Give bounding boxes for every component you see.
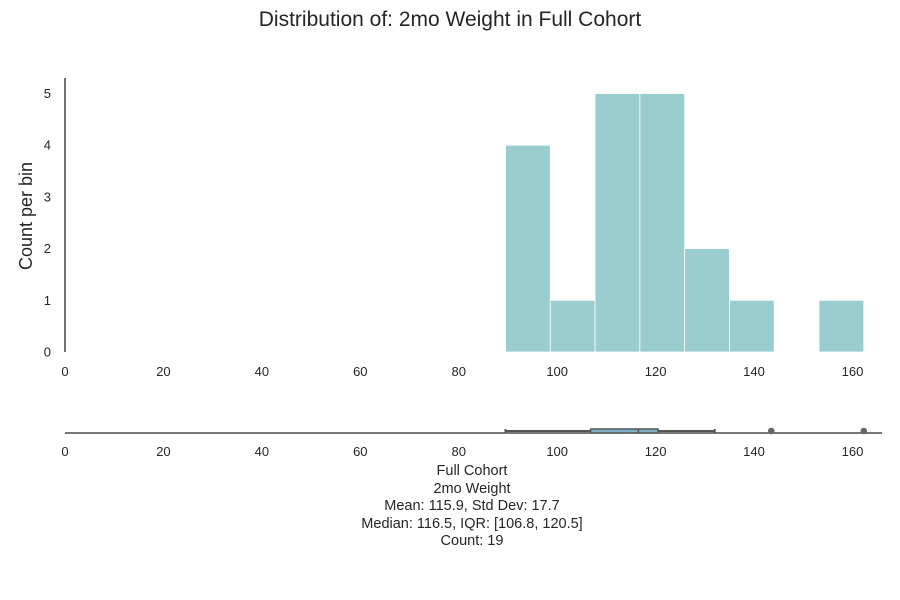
x-tick-label: 160 <box>842 364 864 379</box>
y-tick-label: 1 <box>44 293 51 308</box>
summary-group: Full Cohort <box>436 463 508 479</box>
histogram-bar <box>594 93 641 353</box>
y-tick-label: 4 <box>44 138 51 153</box>
summary-median-iqr: Median: 116.5, IQR: [106.8, 120.5] <box>361 515 583 532</box>
y-tick-label: 3 <box>44 189 51 204</box>
summary-stats: Full Cohort 2mo Weight Mean: 115.9, Std … <box>272 463 672 551</box>
chart-title: Distribution of: 2mo Weight in Full Coho… <box>258 8 642 31</box>
x-tick-label: 20 <box>156 364 170 379</box>
x-tick-label: 60 <box>353 364 367 379</box>
x-tick-label: 0 <box>61 364 68 379</box>
histogram-bar <box>505 144 551 353</box>
boxplot-x-tick-label: 60 <box>353 444 367 459</box>
y-tick-label: 0 <box>44 345 51 360</box>
boxplot-outlier <box>767 427 775 435</box>
boxplot-x-tick-label: 80 <box>452 444 466 459</box>
boxplot-x-tick-label: 160 <box>842 444 864 459</box>
boxplot-x-tick-label: 20 <box>156 444 170 459</box>
histogram-bar <box>818 299 865 353</box>
boxplot-x-tick-label: 0 <box>61 444 68 459</box>
boxplot-x-tick-label: 40 <box>255 444 269 459</box>
summary-variable: 2mo Weight <box>433 480 511 497</box>
y-tick-label: 2 <box>44 241 51 256</box>
histogram-bar <box>639 93 686 353</box>
x-tick-label: 140 <box>743 364 765 379</box>
x-tick-label: 100 <box>546 364 568 379</box>
boxplot-x-tick-label: 120 <box>645 444 667 459</box>
boxplot-x-tick-label: 100 <box>546 444 568 459</box>
boxplot-outlier <box>860 427 868 435</box>
summary-count: Count: 19 <box>440 533 504 549</box>
boxplot-x-tick-label: 140 <box>743 444 765 459</box>
y-axis-label: Count per bin <box>16 162 36 270</box>
histogram-bar <box>549 299 596 353</box>
boxplot-box <box>589 428 659 434</box>
histogram-bar <box>729 299 775 353</box>
histogram-bar <box>684 248 730 353</box>
x-tick-label: 80 <box>452 364 466 379</box>
summary-mean-sd: Mean: 115.9, Std Dev: 17.7 <box>384 498 560 514</box>
x-tick-label: 120 <box>645 364 667 379</box>
x-tick-label: 40 <box>255 364 269 379</box>
y-tick-label: 5 <box>44 86 51 101</box>
